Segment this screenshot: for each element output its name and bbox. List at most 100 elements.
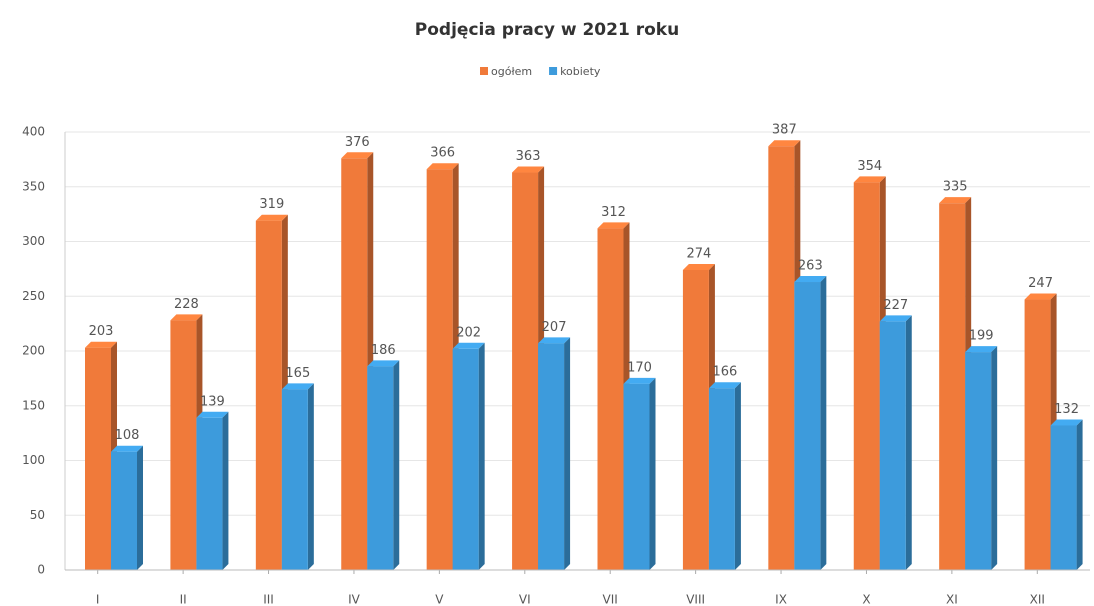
bar xyxy=(1050,425,1077,570)
data-label: 139 xyxy=(200,394,225,409)
bar xyxy=(768,146,795,571)
bar xyxy=(623,383,650,570)
y-tick-label: 250 xyxy=(22,289,45,303)
bar-top xyxy=(965,346,998,353)
bar xyxy=(255,220,282,570)
data-label: 227 xyxy=(883,298,908,313)
data-label: 319 xyxy=(259,197,284,212)
bar xyxy=(367,366,394,570)
data-label: 247 xyxy=(1028,276,1053,291)
bar-top xyxy=(1024,293,1057,300)
x-tick-label: IV xyxy=(348,593,361,606)
x-tick-label: II xyxy=(180,593,187,606)
bar-side xyxy=(564,337,571,570)
bar-top xyxy=(708,382,741,389)
data-label: 108 xyxy=(115,428,140,443)
x-tick-label: I xyxy=(96,593,100,606)
bar xyxy=(111,451,137,570)
bar xyxy=(512,172,539,570)
bar-top xyxy=(768,140,801,147)
bar-top xyxy=(196,411,229,418)
bar-top xyxy=(853,176,886,183)
x-tick-label: IX xyxy=(775,593,787,606)
bar-side xyxy=(991,346,998,570)
bar-side xyxy=(222,411,229,570)
bar xyxy=(538,343,565,570)
data-label: 203 xyxy=(89,324,114,339)
bar-top xyxy=(512,166,545,173)
data-label: 207 xyxy=(542,320,567,335)
bar-top xyxy=(426,163,459,170)
x-tick-label: VII xyxy=(603,593,618,606)
bar-side xyxy=(393,360,400,570)
data-label: 170 xyxy=(627,360,652,375)
bar xyxy=(597,228,624,571)
bar-top xyxy=(1050,419,1083,426)
y-tick-label: 150 xyxy=(22,398,45,412)
bar xyxy=(853,182,880,570)
bar xyxy=(341,158,368,570)
bar-top xyxy=(538,337,571,344)
x-tick-label: XII xyxy=(1030,593,1045,606)
bar xyxy=(682,269,709,570)
x-tick-label: III xyxy=(263,593,274,606)
data-label: 363 xyxy=(516,149,541,164)
bar-side xyxy=(820,276,827,570)
bar xyxy=(452,348,479,570)
legend-swatch xyxy=(549,67,558,75)
bar xyxy=(281,389,308,570)
bar-top xyxy=(85,341,117,348)
x-tick-label: V xyxy=(435,593,444,606)
bar xyxy=(426,169,453,571)
bar-top xyxy=(623,377,656,384)
y-tick-label: 400 xyxy=(22,125,45,139)
x-tick-label: VIII xyxy=(686,593,705,606)
x-tick-label: X xyxy=(862,593,870,606)
x-tick-label: VI xyxy=(519,593,531,606)
bar-top xyxy=(367,360,400,367)
bar xyxy=(939,203,966,571)
bar-top xyxy=(452,342,485,349)
y-tick-label: 300 xyxy=(22,234,45,248)
bar xyxy=(196,417,223,570)
bar xyxy=(170,320,197,570)
data-label: 199 xyxy=(969,329,994,344)
data-label: 366 xyxy=(430,146,455,161)
x-tick-label: XI xyxy=(946,593,958,606)
bar-side xyxy=(307,383,314,570)
data-label: 274 xyxy=(687,246,712,261)
data-label: 166 xyxy=(713,365,738,380)
legend-swatch xyxy=(480,67,488,75)
data-label: 387 xyxy=(772,123,797,138)
bar xyxy=(965,352,992,570)
legend-label: ogółem xyxy=(491,65,532,78)
data-label: 376 xyxy=(345,135,370,150)
bar-side xyxy=(649,377,656,570)
data-label: 312 xyxy=(601,205,626,220)
y-tick-label: 350 xyxy=(22,179,45,193)
bar-top xyxy=(597,222,630,229)
bar xyxy=(85,347,111,570)
bar xyxy=(794,282,821,570)
data-label: 132 xyxy=(1054,402,1079,417)
data-label: 354 xyxy=(857,159,882,174)
data-label: 165 xyxy=(285,366,310,381)
bar-side xyxy=(734,382,741,570)
bar-top xyxy=(255,214,288,221)
data-label: 335 xyxy=(943,180,968,195)
bar-top xyxy=(682,263,715,270)
y-tick-label: 50 xyxy=(30,508,45,522)
bar xyxy=(1024,299,1051,570)
bar-top xyxy=(170,314,203,321)
bar-top xyxy=(281,383,314,390)
bar xyxy=(708,388,735,570)
bar-top xyxy=(341,152,374,159)
chart-title: Podjęcia pracy w 2021 roku xyxy=(415,20,679,40)
data-label: 228 xyxy=(174,297,199,312)
legend-label: kobiety xyxy=(560,65,601,78)
data-label: 202 xyxy=(456,325,481,340)
bar-top xyxy=(111,445,143,452)
bar-top xyxy=(879,315,912,322)
bar-top xyxy=(794,276,827,283)
